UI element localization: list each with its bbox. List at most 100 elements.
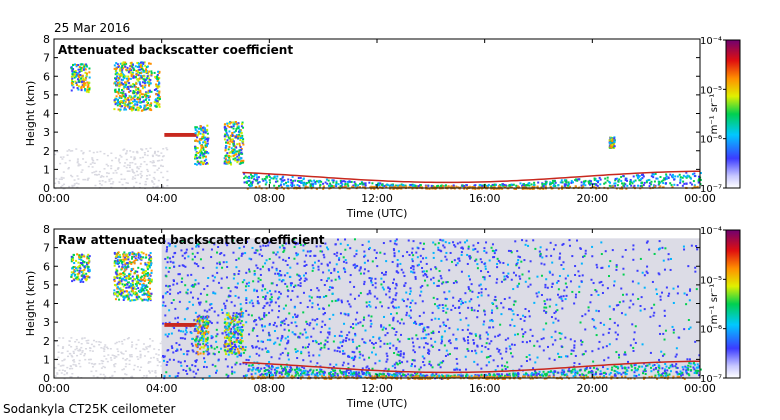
p1-noise-pixel bbox=[338, 258, 341, 261]
p0-cloud-pixel bbox=[121, 64, 124, 67]
p1-noise-pixel bbox=[411, 258, 414, 261]
p0-bl-pixel bbox=[389, 187, 392, 190]
p1-noise-pixel bbox=[131, 344, 134, 346]
p1-noise-pixel bbox=[294, 242, 297, 245]
p0-bl-pixel bbox=[484, 185, 487, 188]
p0-noise-pixel bbox=[157, 155, 160, 157]
p0-bl-pixel bbox=[411, 184, 414, 187]
p0-cloud-pixel bbox=[80, 63, 83, 66]
p1-noise-pixel bbox=[261, 317, 264, 320]
p1-noise-pixel bbox=[70, 337, 73, 339]
p0-cloud-pixel bbox=[123, 86, 126, 89]
p0-bl-pixel bbox=[294, 179, 297, 182]
p1-noise-pixel bbox=[291, 289, 294, 292]
p1-noise-pixel bbox=[255, 264, 258, 267]
p0-bl-pixel bbox=[247, 184, 250, 187]
p1-noise-pixel bbox=[445, 349, 448, 352]
p0-cloud-pixel bbox=[231, 149, 234, 152]
p1-noise-pixel bbox=[237, 257, 240, 260]
p0-cloud-pixel bbox=[127, 97, 130, 100]
p0-cloud-pixel bbox=[157, 99, 160, 102]
p0-bl-pixel bbox=[290, 179, 293, 182]
p1-noise-pixel bbox=[121, 340, 124, 343]
p1-noise-pixel bbox=[504, 278, 507, 281]
p1-cloud-pixel bbox=[134, 283, 137, 286]
p0-cloud-pixel bbox=[113, 89, 116, 92]
p1-noise-pixel bbox=[634, 341, 637, 344]
p0-bl-pixel bbox=[693, 172, 696, 175]
p1-cloud-pixel bbox=[148, 278, 151, 281]
p0-cloud-pixel bbox=[117, 89, 120, 92]
p1-noise-pixel bbox=[436, 284, 439, 287]
p1-noise-pixel bbox=[344, 339, 347, 342]
p1-noise-pixel bbox=[430, 344, 433, 347]
p1-noise-pixel bbox=[61, 364, 64, 367]
p1-cloud-pixel bbox=[77, 272, 80, 275]
p1-noise-pixel bbox=[221, 332, 224, 335]
p1-noise-pixel bbox=[476, 363, 479, 366]
p1-noise-pixel bbox=[233, 351, 236, 354]
p0-bl-pixel bbox=[678, 173, 681, 176]
p1-noise-pixel bbox=[223, 302, 226, 305]
p1-cloud-pixel bbox=[134, 287, 137, 290]
p1-noise-pixel bbox=[343, 352, 346, 355]
p0-noise-pixel bbox=[54, 150, 57, 153]
p1-noise-pixel bbox=[479, 283, 482, 286]
p1-noise-pixel bbox=[485, 342, 488, 345]
p1-noise-pixel bbox=[62, 364, 65, 367]
p1-cloud-pixel bbox=[150, 269, 153, 272]
p1-noise-pixel bbox=[491, 243, 494, 246]
p0-bl-pixel bbox=[531, 185, 534, 188]
p0-noise-pixel bbox=[92, 160, 95, 162]
p1-cloud-pixel bbox=[116, 294, 119, 297]
p0-cloud-pixel bbox=[128, 105, 131, 108]
p0-cloud-pixel bbox=[70, 67, 73, 70]
p1-noise-pixel bbox=[555, 303, 558, 306]
p1-noise-pixel bbox=[147, 361, 150, 363]
p0-bl-pixel bbox=[380, 183, 383, 186]
p1-noise-pixel bbox=[560, 297, 563, 300]
p0-noise-pixel bbox=[59, 156, 62, 158]
p1-noise-pixel bbox=[304, 277, 307, 280]
p1-noise-pixel bbox=[63, 377, 66, 380]
p1-noise-pixel bbox=[584, 350, 587, 353]
p1-noise-pixel bbox=[515, 264, 518, 267]
p1-noise-pixel bbox=[359, 321, 362, 324]
p0-cloud-pixel bbox=[88, 89, 91, 92]
p1-noise-pixel bbox=[142, 343, 145, 345]
p1-noise-pixel bbox=[519, 256, 522, 259]
p1-noise-pixel bbox=[503, 365, 506, 368]
p1-noise-pixel bbox=[471, 290, 474, 293]
p1-cloud-pixel bbox=[146, 295, 149, 298]
p1-noise-pixel bbox=[675, 353, 678, 356]
p0-bl-pixel bbox=[591, 182, 594, 185]
p1-noise-pixel bbox=[75, 365, 78, 367]
p1-noise-pixel bbox=[688, 328, 691, 331]
p1-cloud-pixel bbox=[130, 268, 133, 271]
p0-bl-pixel bbox=[682, 180, 685, 183]
p0-cloud-pixel bbox=[228, 122, 231, 125]
p1-noise-pixel bbox=[255, 323, 258, 326]
p0-noise-pixel bbox=[91, 157, 94, 159]
p0-bl-pixel bbox=[281, 176, 284, 179]
p0-bl-pixel bbox=[551, 182, 554, 185]
p0-cloud-pixel bbox=[239, 139, 242, 142]
p0-cloud-pixel bbox=[206, 143, 209, 146]
p1-noise-pixel bbox=[504, 368, 507, 371]
p0-bl-pixel bbox=[450, 185, 453, 188]
p1-noise-pixel bbox=[689, 288, 692, 291]
p1-noise-pixel bbox=[252, 305, 255, 308]
p1-noise-pixel bbox=[590, 278, 593, 281]
p0-noise-pixel bbox=[67, 167, 70, 170]
p1-noise-pixel bbox=[689, 326, 692, 329]
p0-bl-pixel bbox=[637, 184, 640, 187]
p0-cloud-pixel bbox=[116, 75, 119, 78]
p1-noise-pixel bbox=[545, 248, 548, 251]
p0-cloud-pixel bbox=[138, 77, 141, 80]
p0-colorbar-label: m⁻¹ sr⁻¹ bbox=[709, 94, 720, 135]
p0-bl-pixel bbox=[251, 182, 254, 185]
p0-bl-pixel bbox=[346, 180, 349, 183]
p1-cloud-pixel bbox=[81, 274, 84, 277]
p1-noise-pixel bbox=[100, 347, 103, 349]
p1-noise-pixel bbox=[436, 305, 439, 308]
